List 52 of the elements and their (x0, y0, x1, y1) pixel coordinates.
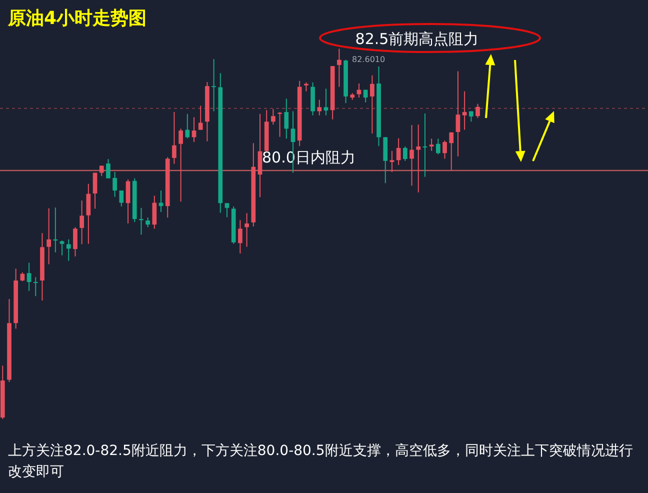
candlestick (462, 90, 467, 130)
candlestick (456, 70, 460, 157)
candlestick (224, 202, 230, 218)
candlestick (383, 136, 388, 184)
candlestick (324, 88, 328, 116)
candlestick (449, 132, 454, 171)
text: 上方关注82.0-82.5附近阻力，下方关注80.0-80.5附近支撑，高空低多，同时关注上下突破情况进行改变即可 (8, 442, 634, 482)
candlestick (185, 113, 190, 139)
candlestick (317, 99, 322, 116)
candlestick (278, 112, 282, 138)
candlestick (66, 238, 71, 262)
chart-title: 原油4小时走势图 (7, 8, 147, 29)
candlestick (271, 108, 276, 126)
candlestick (172, 112, 176, 164)
candlestick (178, 128, 183, 202)
candlestick (258, 113, 262, 198)
candlestick (139, 207, 144, 236)
candlestick (192, 116, 196, 143)
candlestick (337, 48, 342, 88)
candlestick (152, 195, 157, 230)
candlestick (99, 165, 104, 177)
candlestick (80, 200, 84, 245)
candlestick (112, 172, 117, 198)
candlestick (410, 124, 414, 186)
candlestick (212, 58, 216, 112)
candlestick (422, 113, 428, 178)
candlestick (106, 158, 110, 179)
candlestick (238, 220, 242, 254)
candlestick (436, 138, 440, 155)
candlestick (416, 124, 421, 193)
candlestick (126, 178, 130, 224)
candlestick (429, 138, 434, 152)
text: 82.5前期高点阻力 (355, 30, 479, 48)
candlestick (46, 208, 52, 265)
candlestick (158, 190, 164, 212)
candlestick (402, 146, 408, 162)
annotation: 82.6010 (352, 55, 386, 64)
candlestick (198, 105, 203, 130)
candlestick (442, 140, 447, 160)
candlestick (476, 103, 480, 118)
candlestick (92, 172, 98, 210)
candlestick (73, 226, 78, 257)
candlestick (396, 138, 401, 166)
candlestick (370, 74, 374, 134)
candlestick (146, 217, 150, 228)
candlestick (86, 183, 91, 244)
candlestick (119, 190, 124, 207)
candlestick (390, 150, 394, 173)
candlestick (26, 262, 32, 292)
candlestick (284, 98, 289, 140)
candlestick (33, 276, 38, 297)
candlestick (244, 212, 249, 248)
